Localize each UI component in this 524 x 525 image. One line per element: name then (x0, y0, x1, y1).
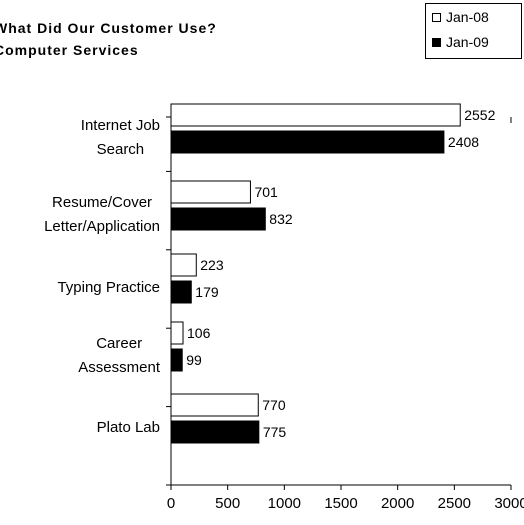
data-label: 832 (269, 211, 293, 227)
data-label: 223 (200, 257, 224, 273)
x-tick-label: 1500 (324, 495, 357, 512)
legend-item-jan-08: Jan-08 (432, 9, 489, 25)
chart-legend: Jan-08 Jan-09 (425, 3, 522, 59)
category-label: Internet Job Search (81, 114, 160, 162)
chart-subtitle: Computer Services (0, 42, 139, 58)
legend-swatch-white (432, 12, 441, 22)
bar-jan-08 (170, 393, 259, 417)
category-label-line: Typing Practice (57, 279, 160, 296)
bar-jan-08 (170, 253, 197, 277)
category-label-line: Internet Job (80, 117, 160, 134)
bar-jan-09 (170, 420, 260, 444)
data-label: 2552 (464, 107, 495, 123)
x-tick-label: 0 (167, 495, 175, 512)
category-label-line: Resume/Cover (52, 194, 153, 211)
data-label: 2408 (448, 134, 479, 150)
legend-label: Jan-09 (446, 34, 489, 50)
x-tick-label: 1000 (268, 495, 301, 512)
category-label-line: Career (96, 335, 143, 352)
chart-title: What Did Our Customer Use? (0, 20, 217, 36)
data-label: 106 (187, 325, 211, 341)
bar-jan-09 (170, 348, 183, 372)
category-label-line: Search (96, 141, 145, 158)
bar-jan-09 (170, 280, 192, 304)
category-label: Career Assessment (78, 332, 160, 380)
bar-jan-08 (170, 321, 184, 345)
data-label: 701 (254, 184, 278, 200)
category-label-line: Letter/Application (44, 218, 160, 235)
data-label: 775 (263, 424, 287, 440)
x-tick-label: 2500 (438, 495, 471, 512)
bar-jan-09 (170, 130, 445, 154)
x-tick-label: 2000 (381, 495, 414, 512)
x-tick-label: 3000 (494, 495, 524, 512)
category-label: Plato Lab (97, 416, 160, 440)
category-label: Resume/Cover Letter/Application (44, 191, 160, 239)
category-label-line: Plato Lab (96, 419, 160, 436)
data-label: 179 (195, 284, 219, 300)
data-label: 770 (262, 397, 286, 413)
legend-label: Jan-08 (446, 9, 489, 25)
data-label: 99 (186, 352, 202, 368)
x-tick-label: 500 (215, 495, 240, 512)
legend-swatch-black (432, 37, 441, 47)
bar-jan-08 (170, 103, 461, 127)
legend-item-jan-09: Jan-09 (432, 34, 489, 50)
category-label-line: Assessment (78, 359, 160, 376)
bar-jan-09 (170, 207, 266, 231)
category-label: Typing Practice (57, 276, 160, 300)
bar-jan-08 (170, 180, 251, 204)
